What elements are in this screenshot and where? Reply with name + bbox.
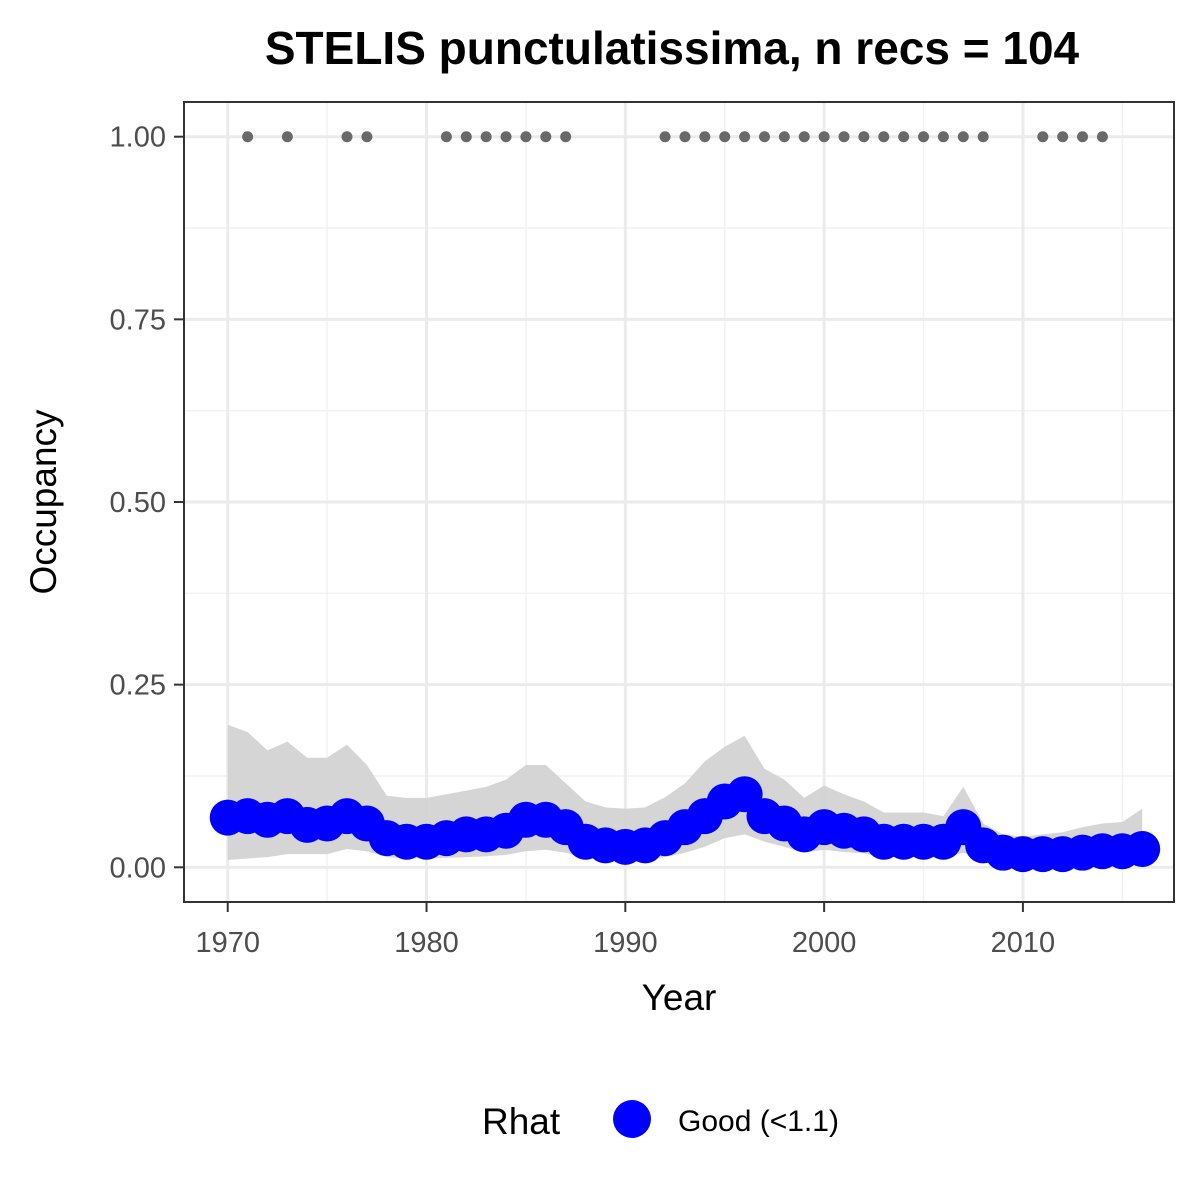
record-point xyxy=(460,131,472,143)
record-point xyxy=(918,131,930,143)
legend: Rhat Good (<1.1) xyxy=(482,1100,839,1142)
y-axis-title: Occupancy xyxy=(23,409,64,595)
record-point xyxy=(957,131,969,143)
record-point xyxy=(858,131,870,143)
record-point xyxy=(679,131,691,143)
y-axis: 0.00 0.25 0.50 0.75 1.00 xyxy=(110,122,184,884)
occupancy-point xyxy=(1124,831,1161,868)
record-point xyxy=(838,131,850,143)
record-point xyxy=(1037,131,1049,143)
record-point xyxy=(560,131,572,143)
record-point xyxy=(898,131,910,143)
legend-title: Rhat xyxy=(482,1101,561,1142)
record-point xyxy=(480,131,492,143)
record-point xyxy=(341,131,353,143)
record-point xyxy=(242,131,254,143)
y-tick-label: 0.75 xyxy=(110,304,166,336)
x-tick-label: 1980 xyxy=(394,927,459,959)
chart-title: STELIS punctulatissima, n recs = 104 xyxy=(265,22,1080,74)
record-point xyxy=(778,131,790,143)
record-point xyxy=(719,131,731,143)
record-point xyxy=(699,131,711,143)
x-tick-label: 2000 xyxy=(792,927,857,959)
record-point xyxy=(540,131,552,143)
record-point xyxy=(361,131,373,143)
x-axis: 1970 1980 1990 2000 2010 xyxy=(195,902,1055,959)
record-point xyxy=(818,131,830,143)
y-tick-label: 0.00 xyxy=(110,852,166,884)
record-point xyxy=(977,131,989,143)
record-point xyxy=(937,131,949,143)
y-tick-label: 1.00 xyxy=(110,122,166,154)
record-point xyxy=(1077,131,1089,143)
occupancy-points xyxy=(209,776,1161,873)
record-point xyxy=(520,131,532,143)
record-point xyxy=(659,131,671,143)
y-tick-label: 0.50 xyxy=(110,487,166,519)
record-point xyxy=(758,131,770,143)
record-point xyxy=(281,131,293,143)
grid-major xyxy=(184,102,1174,902)
legend-label-good: Good (<1.1) xyxy=(678,1105,839,1138)
legend-key-good xyxy=(613,1100,651,1138)
record-points xyxy=(242,131,1108,143)
record-point xyxy=(1096,131,1108,143)
record-point xyxy=(739,131,751,143)
record-point xyxy=(1057,131,1069,143)
x-tick-label: 1970 xyxy=(195,927,260,959)
x-axis-title: Year xyxy=(642,977,717,1018)
record-point xyxy=(798,131,810,143)
y-tick-label: 0.25 xyxy=(110,670,166,702)
record-point xyxy=(500,131,512,143)
record-point xyxy=(878,131,890,143)
x-tick-label: 1990 xyxy=(593,927,658,959)
record-point xyxy=(440,131,452,143)
x-tick-label: 2010 xyxy=(991,927,1056,959)
